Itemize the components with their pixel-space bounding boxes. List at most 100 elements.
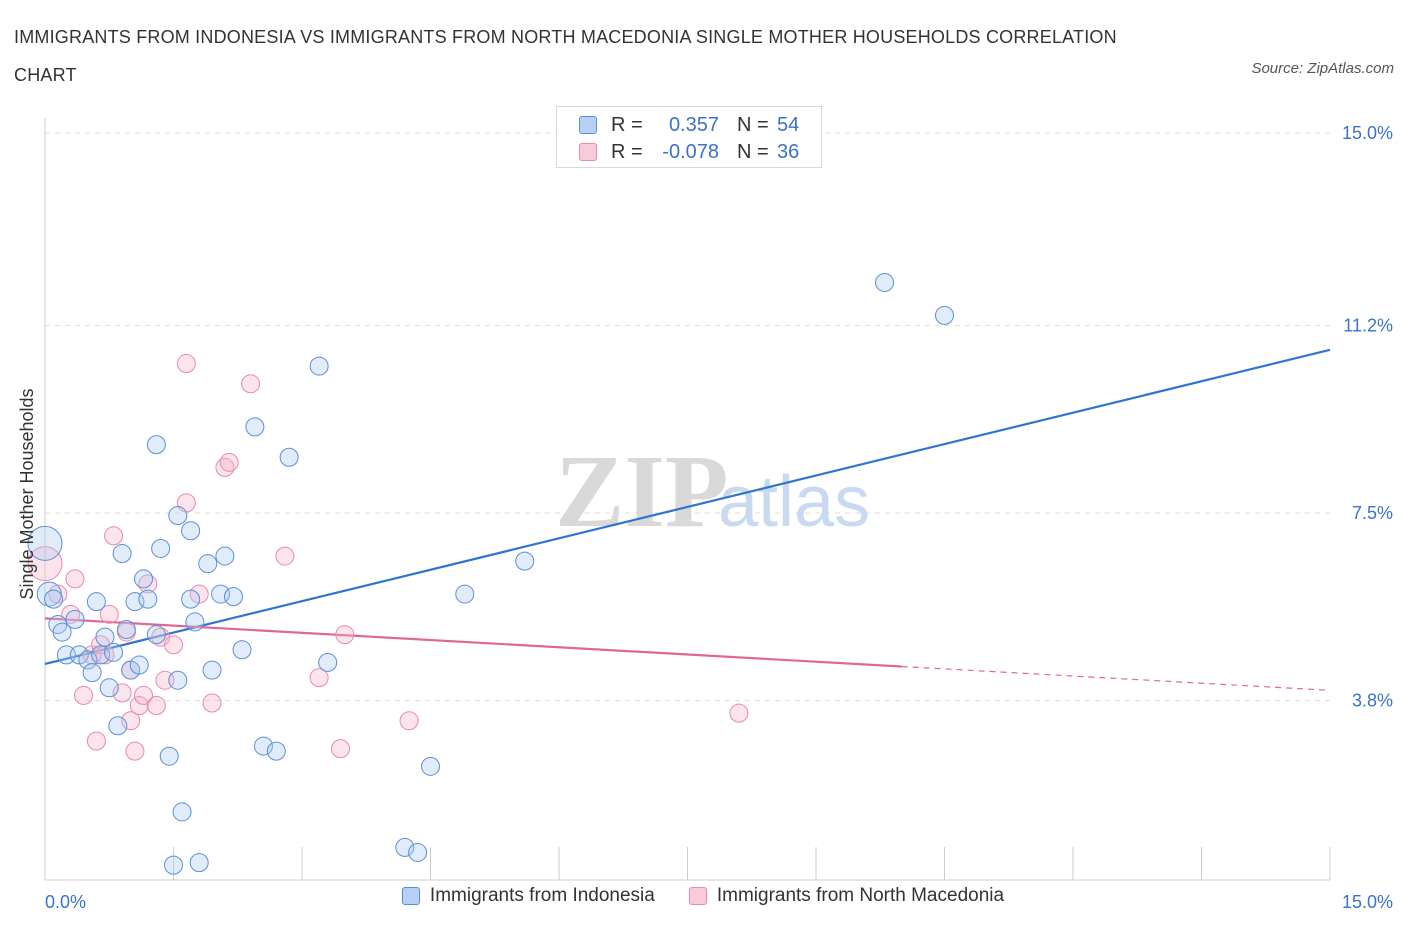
indonesia-point-42 xyxy=(253,736,273,756)
y-tick-label-2: 11.2% xyxy=(1343,316,1393,336)
macedonia-point-29 xyxy=(275,546,295,566)
correlation-legend: R = 0.357 N = 54 R = -0.078 N = 36 xyxy=(556,106,822,168)
indonesia-point-6 xyxy=(65,609,85,629)
macedonia-point-27 xyxy=(219,452,239,472)
macedonia-point-10 xyxy=(104,526,124,546)
watermark: ZIP atlas xyxy=(555,434,870,549)
indonesia-point-32 xyxy=(181,521,201,541)
correlation-row-macedonia: R = -0.078 N = 36 xyxy=(579,140,799,164)
macedonia-point-25 xyxy=(202,693,222,713)
indonesia-point-47 xyxy=(395,837,415,857)
x-tick-label-max: 15.0% xyxy=(1342,892,1393,912)
indonesia-point-51 xyxy=(515,551,535,571)
macedonia-trend-extension xyxy=(901,665,1331,691)
indonesia-point-31 xyxy=(181,589,201,609)
indonesia-point-33 xyxy=(185,612,205,632)
macedonia-point-31 xyxy=(331,739,351,759)
indonesia-point-35 xyxy=(198,554,218,574)
indonesia-point-46 xyxy=(318,652,338,672)
indonesia-point-14 xyxy=(104,642,124,662)
macedonia-point-18 xyxy=(146,696,166,716)
macedonia-point-11 xyxy=(112,683,132,703)
y-axis-label: Single Mother Households xyxy=(17,388,37,599)
macedonia-points xyxy=(27,354,749,761)
y-tick-label-0: 3.8% xyxy=(1352,690,1393,710)
indonesia-point-30 xyxy=(172,802,192,822)
indonesia-point-20 xyxy=(129,655,149,675)
chart-title: IMMIGRANTS FROM INDONESIA VS IMMIGRANTS … xyxy=(14,27,1117,85)
indonesia-point-22 xyxy=(138,589,158,609)
indonesia-point-39 xyxy=(223,587,243,607)
macedonia-point-0 xyxy=(27,546,63,582)
indonesia-point-15 xyxy=(108,716,128,736)
indonesia-point-2 xyxy=(44,589,64,609)
macedonia-point-9 xyxy=(99,604,119,624)
y-tick-label-1: 7.5% xyxy=(1352,503,1393,523)
indonesia-point-26 xyxy=(159,746,179,766)
indonesia-point-41 xyxy=(245,417,265,437)
y-tick-label-3: 15.0% xyxy=(1342,123,1393,143)
indonesia-point-4 xyxy=(52,622,72,642)
indonesia-point-25 xyxy=(151,538,171,558)
macedonia-point-13 xyxy=(121,711,141,731)
legend-label-indonesia: Immigrants from Indonesia xyxy=(429,885,655,906)
indonesia-trend-line xyxy=(44,348,1331,666)
macedonia-point-33 xyxy=(399,711,419,731)
r-label: R = xyxy=(611,113,643,136)
macedonia-point-34 xyxy=(729,703,749,723)
indonesia-point-24 xyxy=(146,435,166,455)
indonesia-point-10 xyxy=(86,592,106,612)
macedonia-point-3 xyxy=(65,569,85,589)
indonesia-point-50 xyxy=(455,584,475,604)
indonesia-point-29 xyxy=(168,670,188,690)
correlation-row-indonesia: R = 0.357 N = 54 xyxy=(579,113,799,137)
macedonia-point-21 xyxy=(164,635,183,655)
macedonia-point-14 xyxy=(125,741,145,761)
macedonia-point-16 xyxy=(134,685,154,705)
macedonia-point-28 xyxy=(241,374,261,394)
legend-item-macedonia: Immigrants from North Macedonia xyxy=(688,885,1005,907)
indonesia-point-43 xyxy=(266,741,286,761)
source-label: Source: ZipAtlas.com xyxy=(1251,60,1394,77)
watermark-atlas: atlas xyxy=(718,462,870,542)
indonesia-point-16 xyxy=(112,544,132,564)
macedonia-trend-line xyxy=(44,617,902,668)
macedonia-legend-swatch xyxy=(688,887,707,905)
r-label: R = xyxy=(611,140,643,163)
watermark-zip: ZIP xyxy=(555,434,728,549)
trend-lines xyxy=(44,348,1331,691)
macedonia-point-4 xyxy=(74,685,94,705)
indonesia-point-45 xyxy=(309,356,329,376)
indonesia-point-48 xyxy=(408,842,428,862)
indonesia-point-44 xyxy=(279,447,299,467)
indonesia-point-9 xyxy=(82,663,102,683)
r-value: 0.357 xyxy=(668,113,719,136)
indonesia-point-49 xyxy=(421,756,440,776)
tick-labels: 3.8% 7.5% 11.2% 15.0% 0.0% 15.0% xyxy=(45,123,1393,912)
indonesia-point-53 xyxy=(935,305,954,325)
indonesia-point-21 xyxy=(134,569,154,589)
indonesia-point-52 xyxy=(875,272,895,292)
indonesia-swatch xyxy=(579,116,597,134)
indonesia-point-12 xyxy=(95,627,115,647)
x-tick-label-min: 0.0% xyxy=(45,892,86,912)
indonesia-point-0 xyxy=(27,525,63,561)
indonesia-point-38 xyxy=(215,546,235,566)
indonesia-point-36 xyxy=(202,660,222,680)
n-label: N = xyxy=(737,113,769,136)
n-label: N = xyxy=(737,140,769,163)
series-legend: Immigrants from Indonesia Immigrants fro… xyxy=(0,885,1406,907)
indonesia-point-17 xyxy=(116,620,136,640)
indonesia-point-27 xyxy=(164,855,183,875)
indonesia-point-28 xyxy=(168,506,188,526)
n-value: 54 xyxy=(777,113,800,136)
indonesia-points xyxy=(27,272,954,875)
n-value: 36 xyxy=(777,140,800,163)
macedonia-point-32 xyxy=(335,625,355,645)
legend-item-indonesia: Immigrants from Indonesia xyxy=(401,885,655,907)
r-value: -0.078 xyxy=(662,140,719,163)
indonesia-legend-swatch xyxy=(401,887,420,905)
legend-label-macedonia: Immigrants from North Macedonia xyxy=(716,885,1005,906)
macedonia-point-30 xyxy=(309,668,329,688)
